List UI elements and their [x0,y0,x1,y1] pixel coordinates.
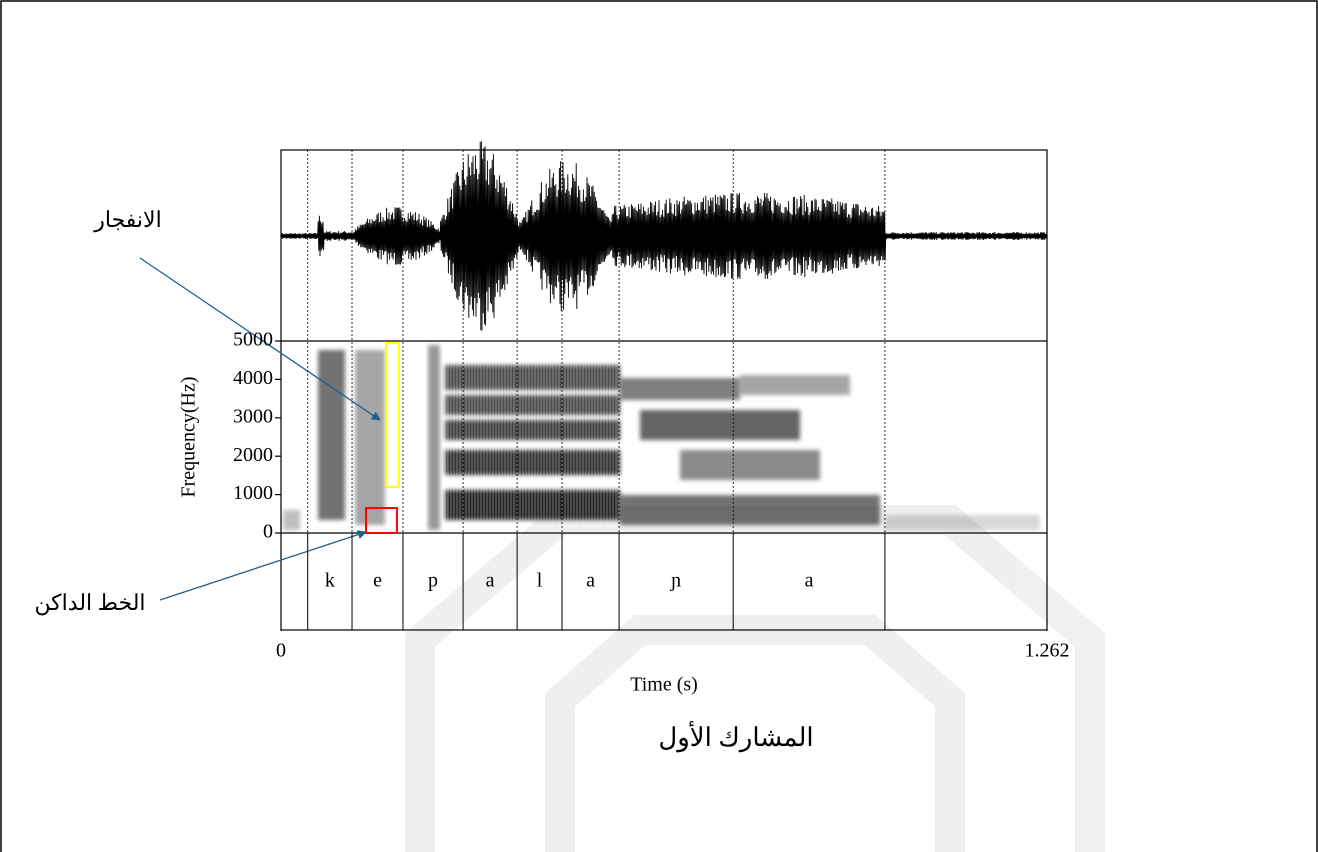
spectrogram-blob [740,375,850,395]
spectrogram-blob [640,410,800,440]
segment-label: k [325,570,335,592]
y-tick-label: 5000 [233,329,273,351]
spectrogram-blob [283,510,300,530]
highlight-box [386,343,399,487]
segment-label: p [428,570,438,592]
segment-label: a [586,570,595,592]
y-tick-label: 2000 [233,444,273,466]
y-tick-label: 0 [263,521,273,543]
x-tick-label: 0 [276,640,286,662]
waveform [281,141,1047,330]
segment-label: l [537,570,543,592]
spectrogram-blob [620,495,880,525]
caption: المشارك الأول [658,720,813,753]
annotation: الانفجار [93,207,161,233]
watermark [420,520,1090,852]
segment-label: ɲ [669,570,681,592]
y-tick-label: 4000 [233,367,273,389]
y-axis-title: Frequency(Hz) [178,376,200,497]
annotation: الخط الداكن [34,590,145,616]
spectrogram-blob [680,450,820,480]
spectrogram [283,345,1040,530]
segment-label: a [486,570,495,592]
y-tick-label: 3000 [233,405,273,427]
spectrogram-blob [355,350,385,525]
segment-label: e [373,570,382,592]
figure: Frequency(Hz) Time (s) المشارك الأول الا… [0,0,1318,852]
waveform-trace [281,141,1047,330]
x-tick-label: 1.262 [1025,640,1070,662]
segment-label: a [805,570,814,592]
x-axis-title: Time (s) [630,674,698,696]
y-tick-label: 1000 [233,482,273,504]
spectrogram-blob [428,345,440,530]
spectrogram-blob [885,515,1040,530]
spectrogram-blob [318,350,345,520]
spectrogram-blob [620,378,740,400]
